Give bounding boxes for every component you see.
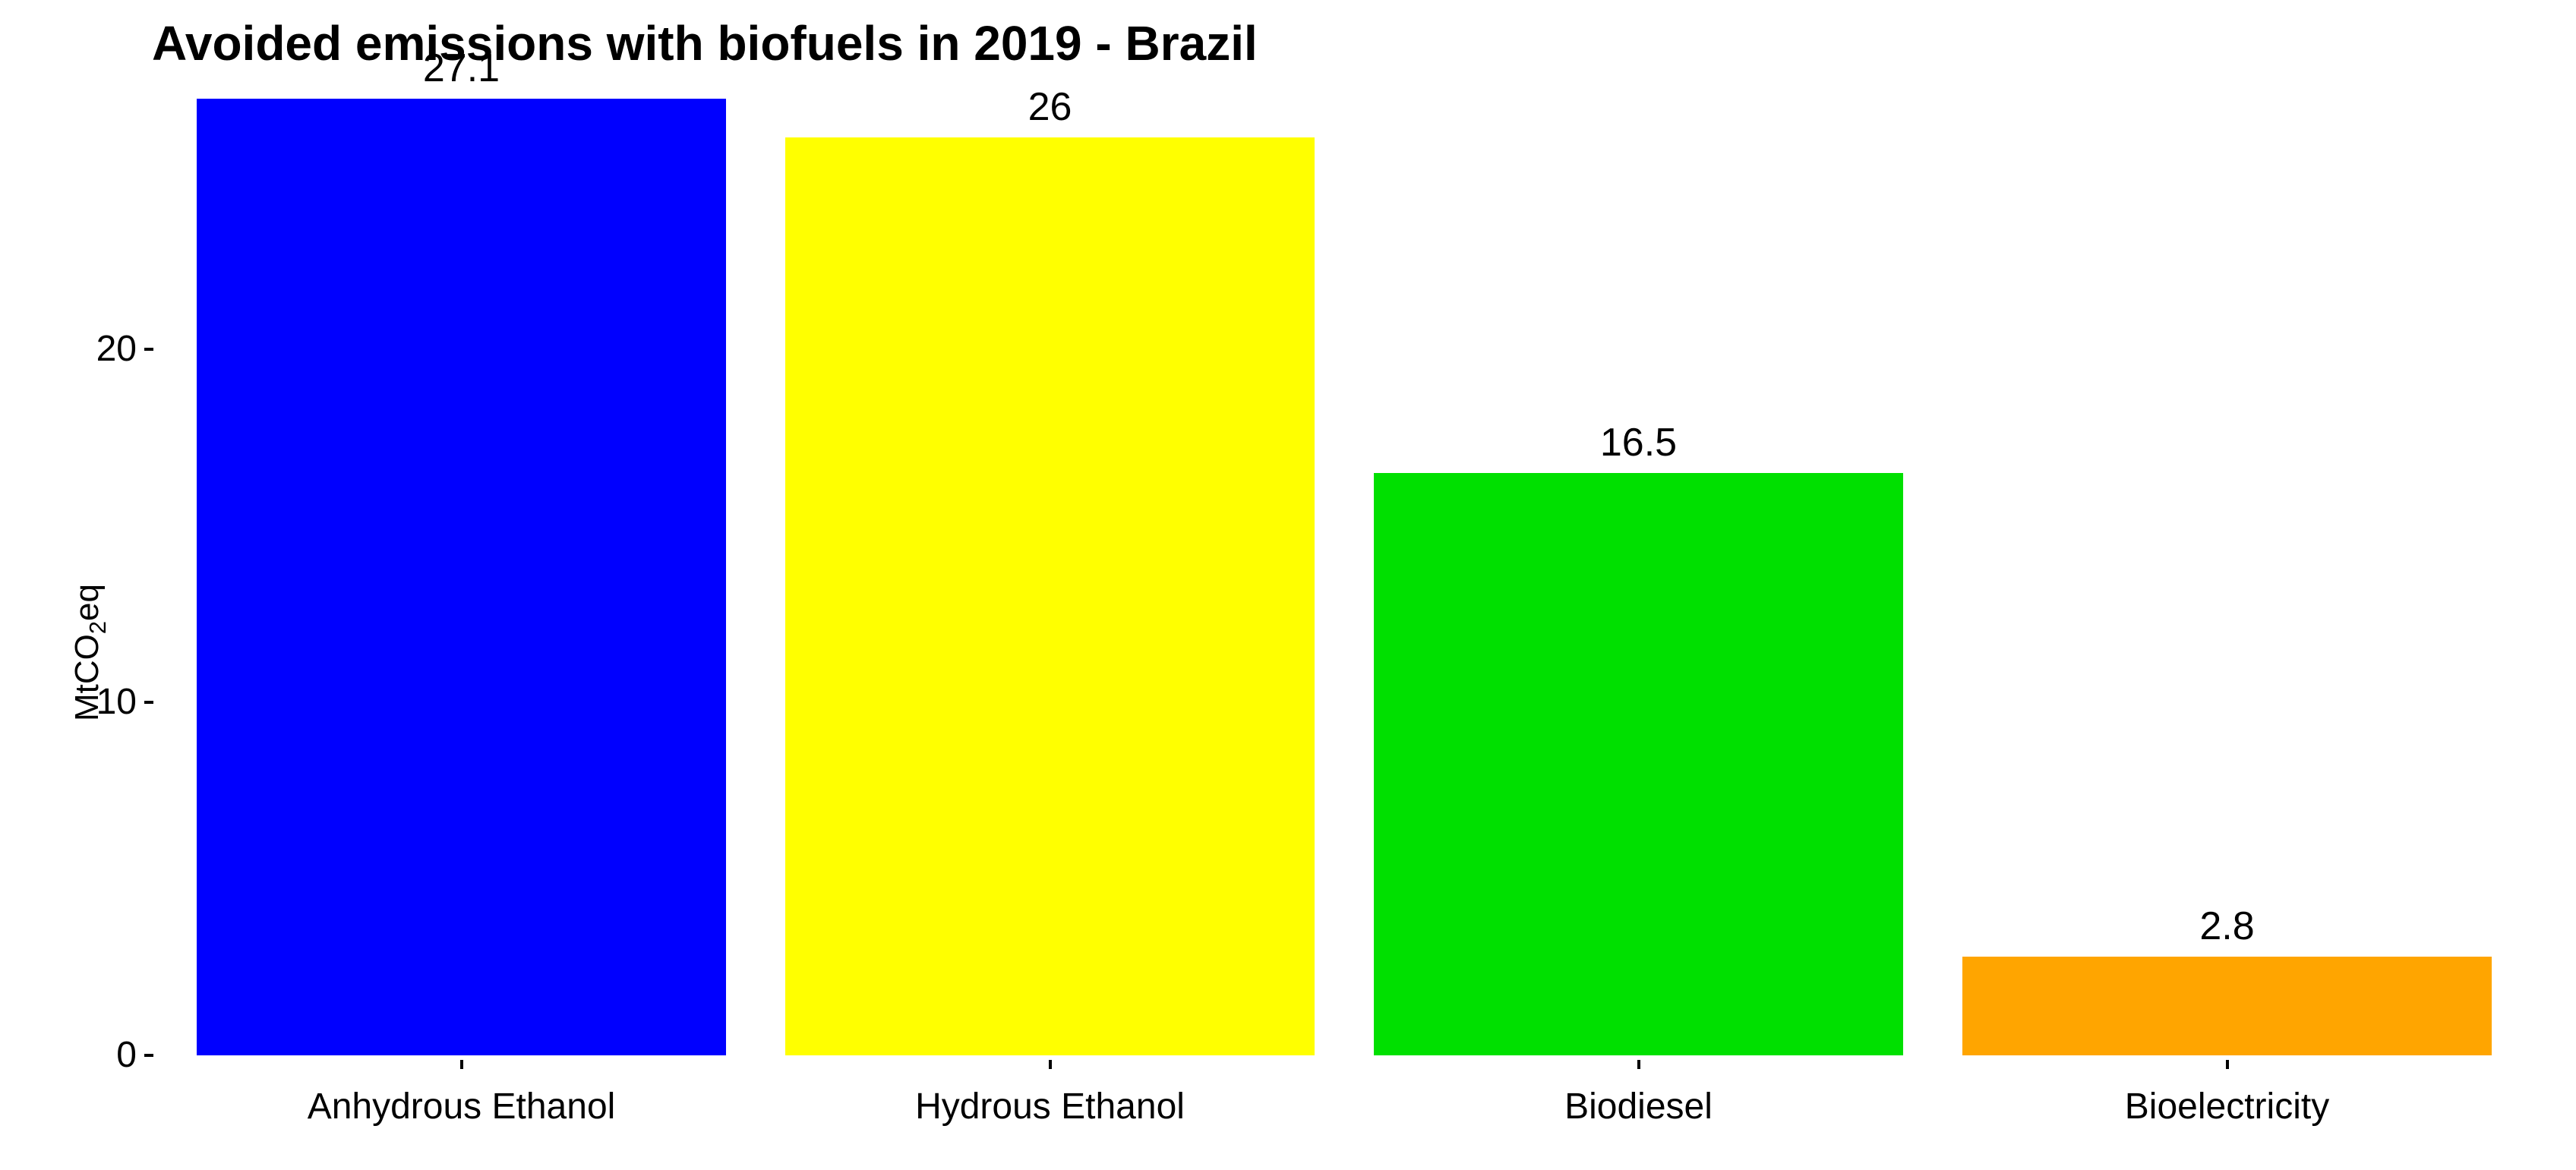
bar-value-label: 2.8 — [1933, 904, 2521, 949]
xtick-mark — [1637, 1060, 1640, 1069]
category-label: Anhydrous Ethanol — [167, 1086, 756, 1127]
biofuels-emissions-chart: Avoided emissions with biofuels in 2019 … — [0, 0, 2576, 1170]
category-label: Hydrous Ethanol — [756, 1086, 1344, 1127]
bar — [1374, 473, 1904, 1055]
ylabel-sub: 2 — [84, 621, 111, 634]
bar — [785, 137, 1315, 1055]
ytick-mark — [144, 1054, 153, 1057]
ytick-mark — [144, 701, 153, 704]
bar-value-label: 27.1 — [167, 46, 756, 91]
ylabel-suffix: eq — [68, 584, 106, 621]
xtick-mark — [2226, 1060, 2229, 1069]
category-label: Bioelectricity — [1933, 1086, 2521, 1127]
ytick-label: 20 — [0, 328, 137, 370]
ytick-mark — [144, 348, 153, 351]
ytick-label: 10 — [0, 681, 137, 723]
bar — [1962, 957, 2492, 1055]
bar-value-label: 16.5 — [1344, 420, 1933, 465]
bar-value-label: 26 — [756, 84, 1344, 130]
category-label: Biodiesel — [1344, 1086, 1933, 1127]
bar — [197, 99, 727, 1055]
ytick-label: 0 — [0, 1034, 137, 1076]
xtick-mark — [1049, 1060, 1052, 1069]
xtick-mark — [460, 1060, 463, 1069]
